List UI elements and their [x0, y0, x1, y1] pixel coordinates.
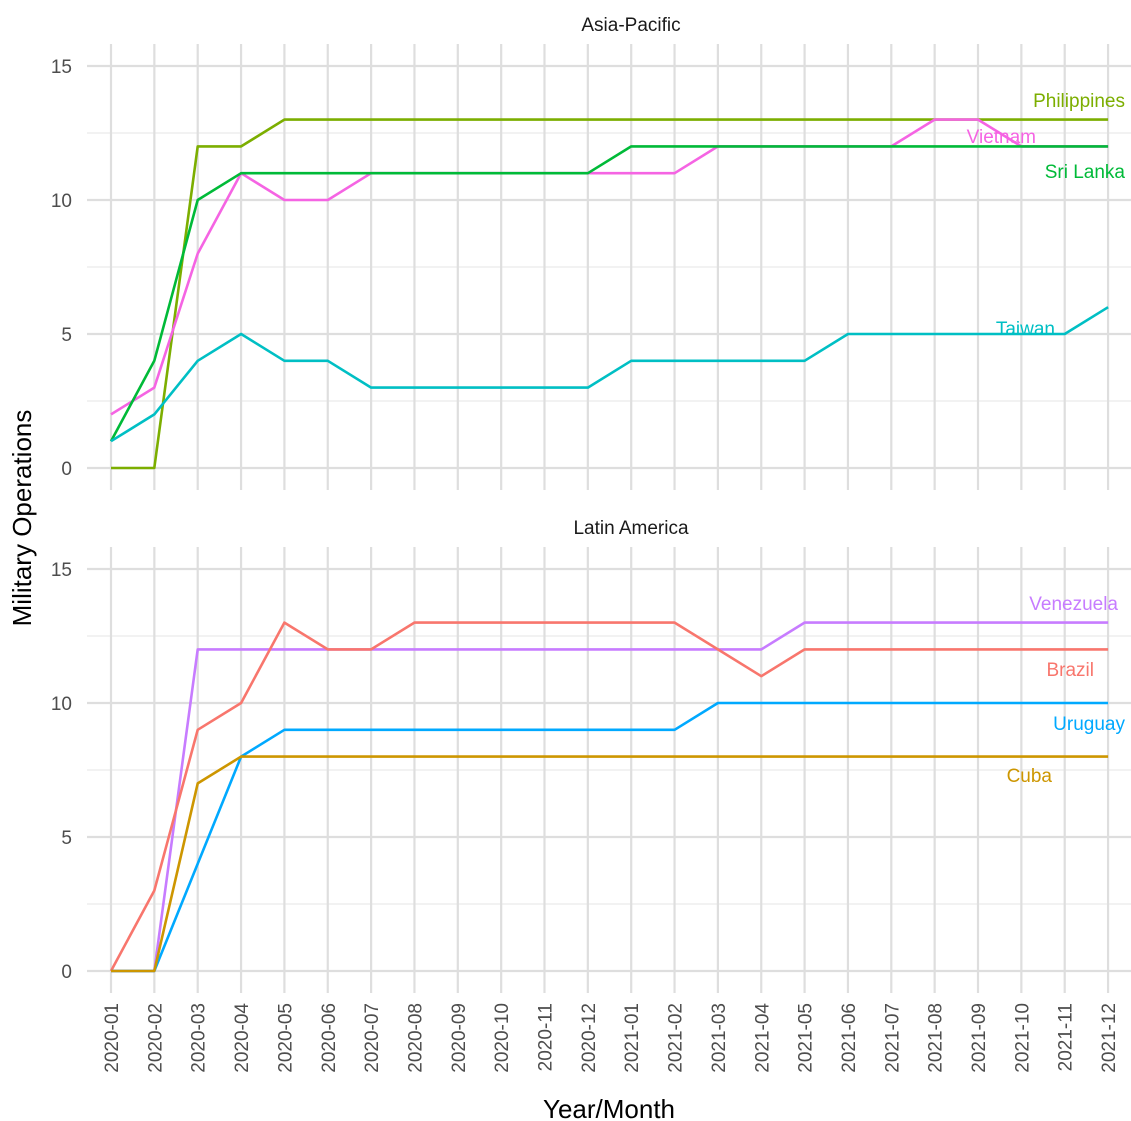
x-axis-title: Year/Month: [543, 1094, 675, 1121]
series-line-sri-lanka: [109, 145, 1109, 442]
panel-title: Latin America: [573, 518, 689, 539]
y-tick-label: 0: [61, 459, 72, 480]
x-tick-label: 2020-04: [232, 1003, 253, 1073]
series-label-brazil: Brazil: [1046, 660, 1094, 681]
x-tick-label: 2020-11: [536, 1003, 557, 1071]
x-tick-label: 2021-01: [622, 1003, 643, 1073]
x-tick-label: 2021-06: [839, 1003, 860, 1073]
series-line-venezuela: [111, 621, 1109, 973]
series-line-uruguay: [111, 701, 1109, 973]
series-line-philippines: [111, 118, 1109, 470]
x-tick-label: 2021-10: [1012, 1003, 1033, 1073]
x-tick-label: 2021-02: [666, 1003, 687, 1073]
y-tick-label: 5: [61, 325, 72, 346]
x-tick-label: 2020-02: [145, 1003, 166, 1073]
x-tick-label: 2020-07: [362, 1003, 383, 1073]
x-tick-label: 2020-06: [319, 1003, 340, 1073]
x-tick-label: 2021-05: [796, 1003, 817, 1073]
x-tick-label: 2021-11: [1056, 1003, 1077, 1071]
panel-1: 0 5 10 15 Latin America Venezuela Brazil Urugua…: [51, 518, 1131, 993]
x-tick-label: 2020-03: [189, 1003, 210, 1073]
series-label-venezuela: Venezuela: [1029, 594, 1118, 615]
series-label-sri-lanka: Sri Lanka: [1045, 162, 1126, 183]
series-label-uruguay: Uruguay: [1053, 714, 1125, 735]
x-tick-label: 2020-05: [275, 1003, 296, 1073]
series-line-cuba: [111, 755, 1109, 973]
y-tick-label: 15: [51, 57, 72, 78]
x-tick-label: 2020-08: [405, 1003, 426, 1073]
y-axis-title: Military Operations: [7, 410, 37, 627]
series-line-brazil: [109, 621, 1109, 972]
series-line-taiwan: [110, 306, 1109, 443]
y-tick-label: 10: [51, 694, 72, 715]
y-tick-label: 5: [61, 828, 72, 849]
series-label-taiwan: Taiwan: [996, 319, 1055, 340]
series-label-cuba: Cuba: [1007, 766, 1053, 787]
x-tick-label: 2020-09: [449, 1003, 470, 1073]
y-tick-label: 10: [51, 191, 72, 212]
x-tick-label: 2021-09: [969, 1003, 990, 1073]
x-tick-label: 2021-04: [752, 1003, 773, 1073]
panel-0: 0 5 10 15 Asia-Pacific Philippines Vietnam Sri …: [51, 15, 1131, 490]
y-tick-label: 15: [51, 560, 72, 581]
x-tick-label: 2020-12: [579, 1003, 600, 1073]
x-tick-label: 2021-07: [882, 1003, 903, 1073]
series-line-vietnam: [110, 118, 1109, 416]
x-tick-label: 2020-10: [492, 1003, 513, 1073]
x-tick-label: 2021-03: [709, 1003, 730, 1073]
x-tick-label: 2021-12: [1099, 1003, 1120, 1073]
series-label-philippines: Philippines: [1033, 91, 1125, 112]
x-tick-label: 2021-08: [926, 1003, 947, 1073]
panel-title: Asia-Pacific: [581, 15, 680, 36]
x-tick-label: 2020-01: [102, 1003, 123, 1073]
series-label-vietnam: Vietnam: [967, 127, 1036, 148]
y-tick-label: 0: [61, 962, 72, 983]
